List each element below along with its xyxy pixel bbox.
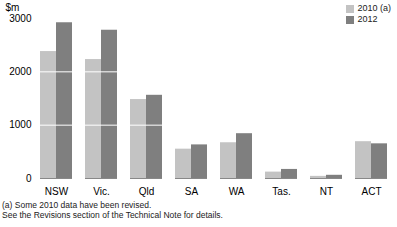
html-text:2012: 2012: [357, 14, 378, 24]
svg-text:Qld: Qld: [139, 186, 155, 197]
svg-text:1000: 1000: [9, 119, 32, 130]
html-text:See the Revisions section of t: See the Revisions section of the Technic…: [2, 210, 223, 220]
svg-text:SA: SA: [185, 186, 199, 197]
svg-text:NT: NT: [320, 186, 333, 197]
svg-text:3000: 3000: [9, 13, 32, 24]
html-text:2010 (a): 2010 (a): [357, 3, 391, 13]
svg-text:$m: $m: [6, 2, 20, 13]
html-text:(a) Some 2010 data have been r: (a) Some 2010 data have been revised.: [2, 200, 152, 210]
svg-text:NSW: NSW: [45, 186, 69, 197]
svg-text:0: 0: [26, 173, 32, 184]
svg-text:Vic.: Vic.: [93, 186, 110, 197]
svg-text:ACT: ACT: [362, 186, 382, 197]
svg-text:Tas.: Tas.: [272, 186, 290, 197]
svg-text:2000: 2000: [9, 66, 32, 77]
svg-text:WA: WA: [229, 186, 245, 197]
